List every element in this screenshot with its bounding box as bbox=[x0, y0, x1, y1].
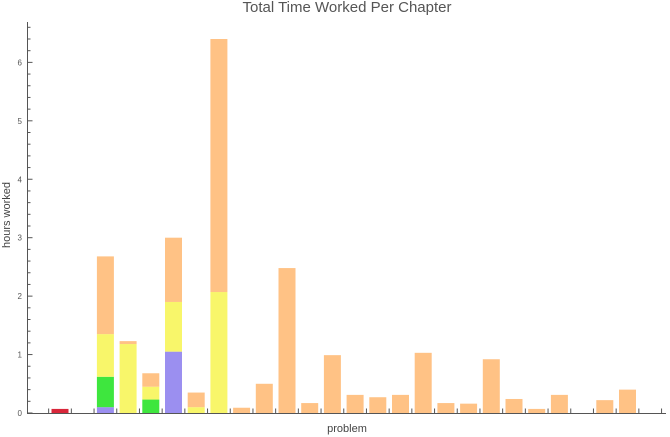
bar-16-segment-4 bbox=[392, 394, 409, 413]
bar-5-segment-4 bbox=[142, 373, 160, 387]
bar-23-segment-4 bbox=[550, 394, 568, 413]
bar-25-segment-4 bbox=[596, 400, 614, 413]
bar-6-segment-1 bbox=[165, 351, 182, 413]
bar-12-segment-4 bbox=[301, 403, 319, 413]
y-tick-label: 5 bbox=[18, 117, 23, 126]
bar-3-segment-2 bbox=[96, 376, 114, 408]
bar-20-segment-4 bbox=[482, 359, 500, 413]
bar-10-segment-4 bbox=[255, 383, 273, 413]
bar-1-segment-5 bbox=[51, 408, 69, 413]
bar-15-segment-4 bbox=[369, 397, 387, 413]
chart-title: Total Time Worked Per Chapter bbox=[243, 0, 452, 16]
bar-19-segment-4 bbox=[460, 403, 478, 413]
bar-8-segment-4 bbox=[210, 39, 228, 293]
y-axis-label: hours worked bbox=[1, 182, 13, 248]
bar-8-segment-3 bbox=[210, 292, 228, 413]
bar-3-segment-1 bbox=[96, 407, 114, 413]
bar-17-segment-4 bbox=[414, 352, 432, 413]
bar-11-segment-4 bbox=[278, 268, 296, 413]
bar-4-segment-4 bbox=[119, 341, 137, 345]
bar-9-segment-4 bbox=[233, 407, 251, 413]
bar-14-segment-4 bbox=[346, 394, 364, 413]
bar-3-segment-3 bbox=[96, 334, 114, 377]
bar-6-segment-3 bbox=[165, 301, 182, 352]
bar-21-segment-4 bbox=[505, 398, 523, 413]
bar-13-segment-4 bbox=[323, 355, 341, 413]
bar-7-segment-3 bbox=[187, 407, 205, 413]
bar-5-segment-3 bbox=[142, 386, 160, 400]
bar-4-segment-3 bbox=[119, 344, 137, 413]
y-tick-label: 0 bbox=[18, 409, 23, 418]
y-ticks-group: 0 1 2 3 4 5 6 bbox=[18, 26, 33, 418]
x-axis-label: problem bbox=[327, 423, 367, 435]
y-tick-label: 6 bbox=[18, 58, 23, 67]
bars-group bbox=[51, 39, 636, 414]
bar-18-segment-4 bbox=[437, 403, 455, 413]
bar-26-segment-4 bbox=[619, 389, 636, 414]
y-tick-label: 2 bbox=[18, 292, 23, 301]
bar-5-segment-2 bbox=[142, 399, 160, 413]
x-ticks-group bbox=[48, 408, 663, 414]
y-tick-label: 4 bbox=[18, 175, 23, 184]
bar-7-segment-4 bbox=[187, 392, 205, 408]
y-tick-label: 1 bbox=[18, 351, 23, 360]
y-tick-label: 3 bbox=[18, 234, 23, 243]
bar-3-segment-4 bbox=[96, 256, 114, 335]
bar-22-segment-4 bbox=[528, 408, 546, 413]
bar-6-segment-4 bbox=[165, 237, 182, 302]
